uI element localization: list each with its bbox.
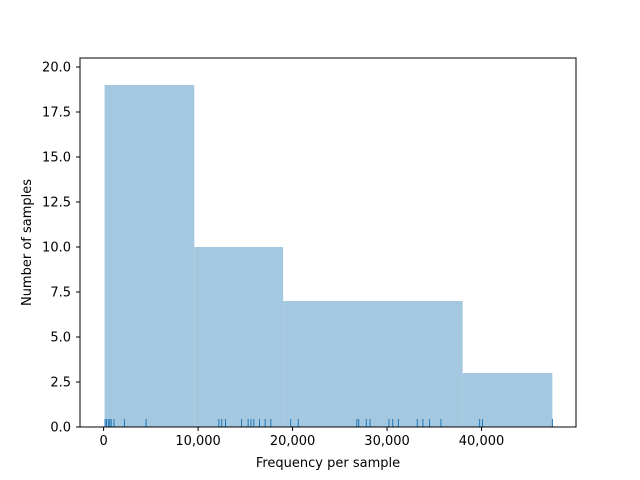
x-tick-label-3: 30,000 — [364, 434, 410, 449]
x-tick-label-0: 0 — [99, 434, 107, 449]
y-axis-ticks: 0.0 2.5 5.0 7.5 10.0 12.5 15.0 17.5 20.0 — [42, 61, 80, 436]
x-tick-label-2: 20,000 — [270, 434, 316, 449]
histogram-bar-3 — [283, 301, 463, 427]
y-tick-label-3: 7.5 — [50, 286, 71, 301]
x-tick-label-1: 10,000 — [175, 434, 221, 449]
rug-group — [104, 419, 553, 427]
y-tick-label-1: 2.5 — [50, 376, 71, 391]
histogram-bar-4 — [462, 373, 553, 427]
y-tick-label-0: 0.0 — [50, 421, 71, 436]
plot-frame — [79, 57, 577, 428]
x-tick-label-4: 40,000 — [459, 434, 505, 449]
histogram-bar-1 — [104, 85, 195, 427]
y-tick-label-4: 10.0 — [42, 241, 71, 256]
y-tick-label-2: 5.0 — [50, 331, 71, 346]
bars-group — [104, 85, 553, 427]
y-tick-label-7: 17.5 — [42, 106, 71, 121]
x-axis-ticks: 0 10,000 20,000 30,000 40,000 — [99, 427, 504, 449]
y-axis-label: Number of samples — [20, 179, 35, 306]
y-tick-label-5: 12.5 — [42, 196, 71, 211]
x-axis-label: Frequency per sample — [256, 456, 400, 471]
histogram-bar-2 — [194, 247, 284, 427]
y-tick-label-6: 15.0 — [42, 151, 71, 166]
y-tick-label-8: 20.0 — [42, 61, 71, 76]
